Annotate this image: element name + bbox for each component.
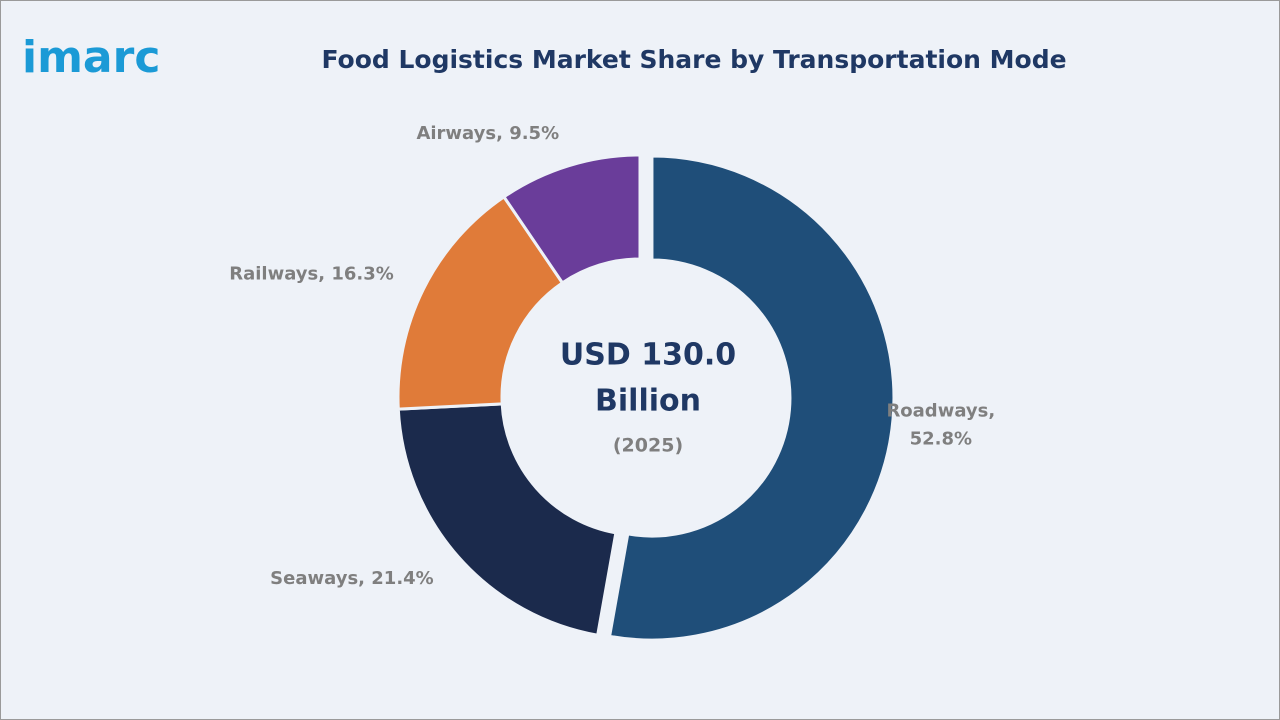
logo: imarc — [22, 32, 160, 83]
slice: Airways — [501, 153, 642, 285]
slice: Roadways — [607, 154, 896, 642]
chart-title: Food Logistics Market Share by Transport… — [321, 45, 1066, 74]
center-text: Billion — [595, 384, 701, 419]
center-subtext: (2025) — [613, 435, 683, 457]
data-label: Seaways, 21.4% — [270, 568, 434, 589]
data-label: Airways, 9.5% — [416, 123, 559, 144]
data-label: Railways, 16.3% — [229, 263, 394, 284]
slice: Railways — [396, 194, 565, 411]
data-label: Roadways, 52.8% — [886, 401, 995, 450]
slice: Seaways — [396, 402, 618, 638]
center-text: USD 130.0 — [560, 338, 736, 373]
